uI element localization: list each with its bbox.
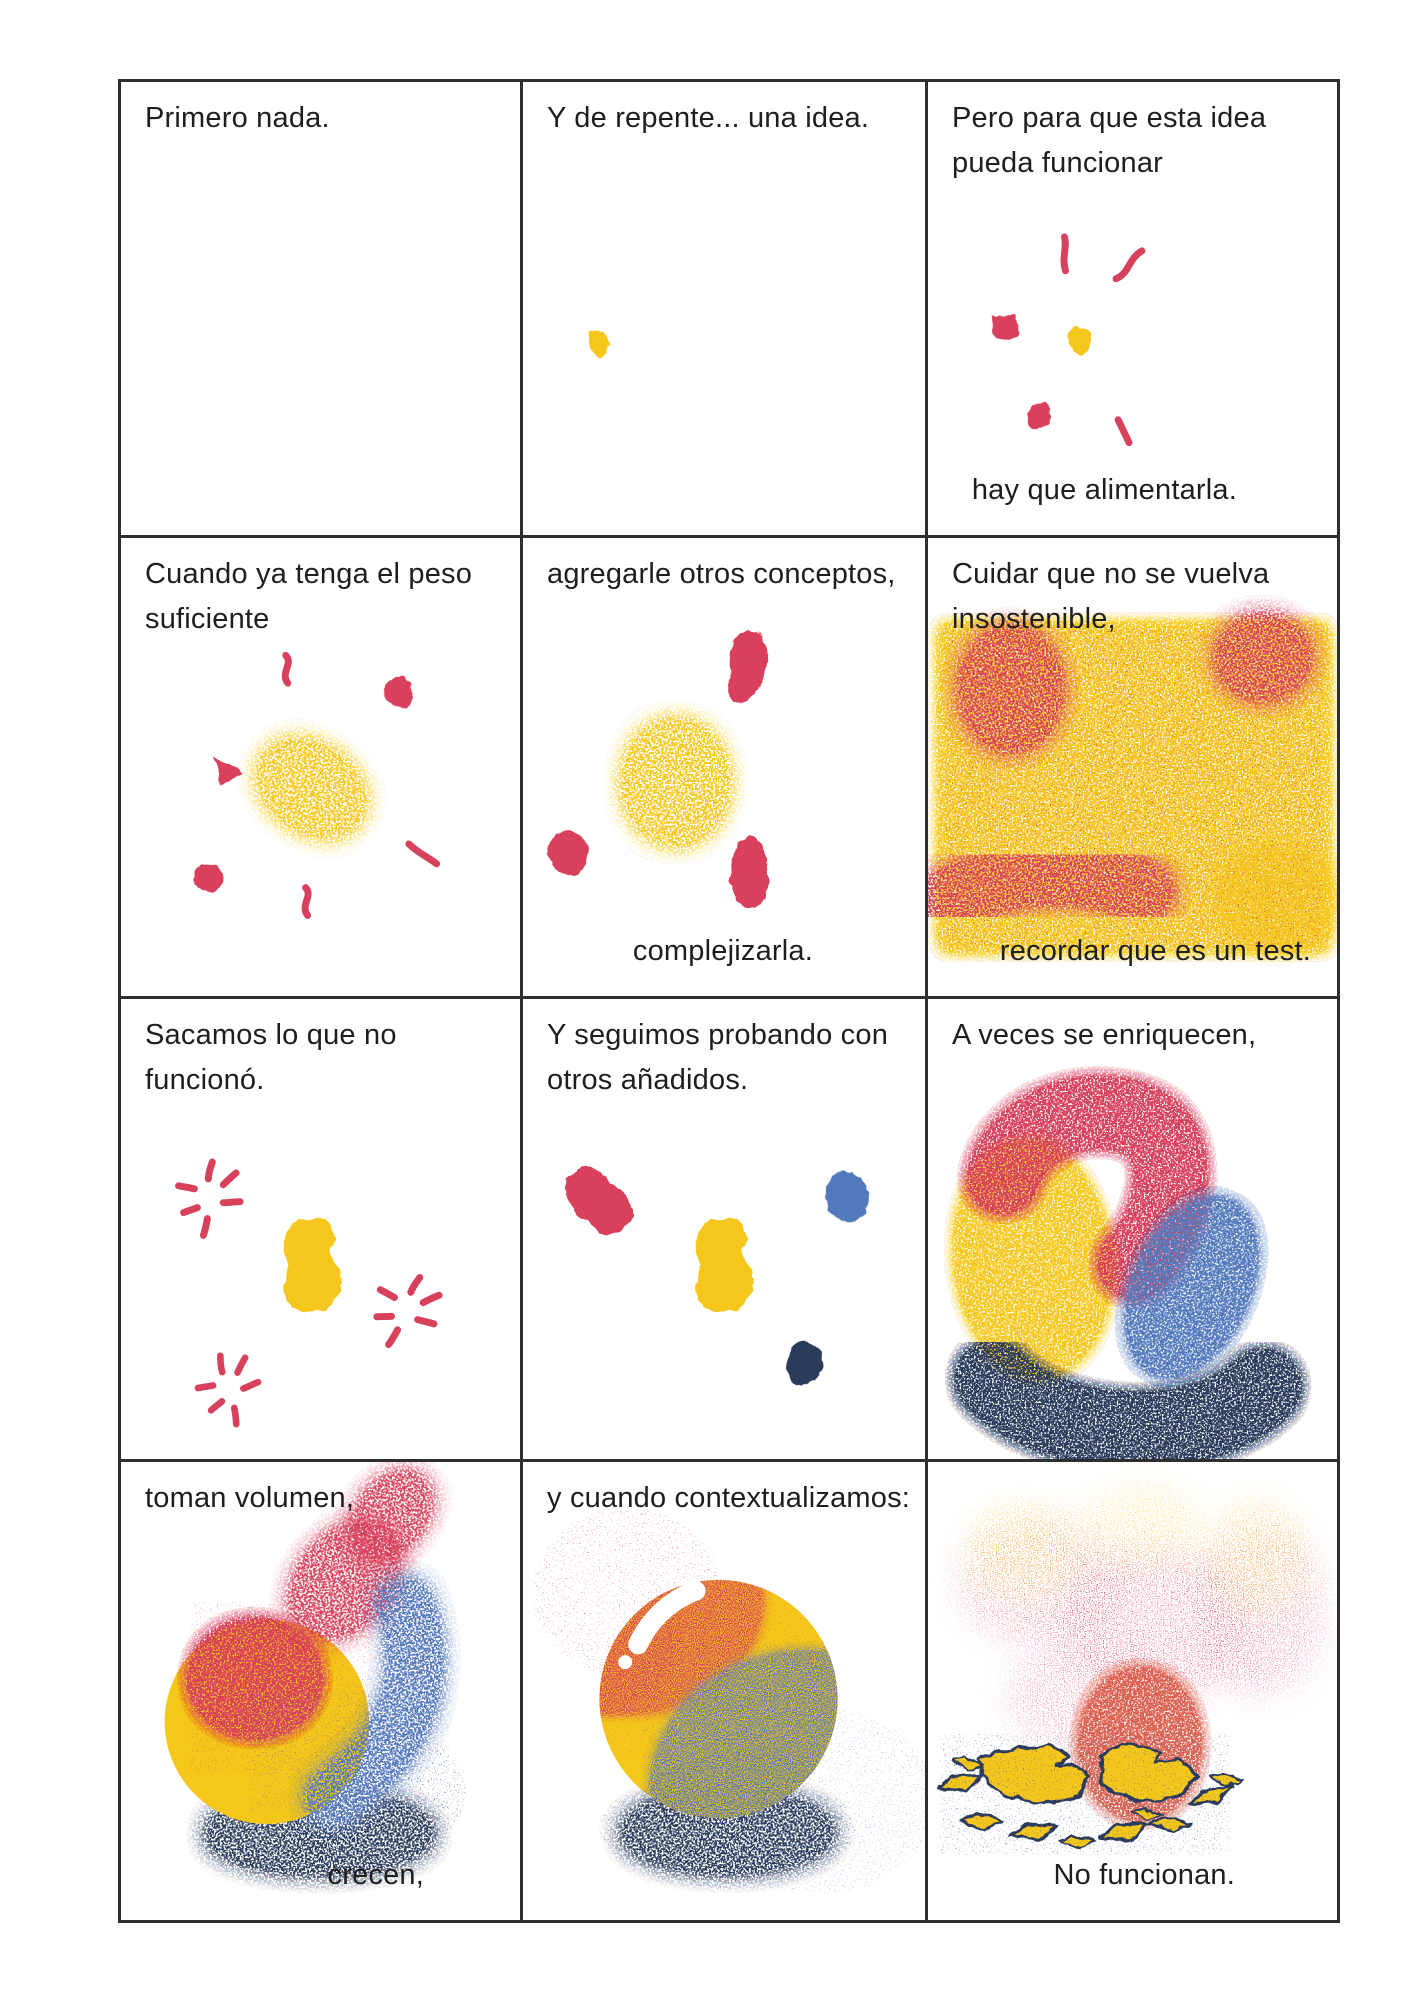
panel-10-caption: toman volumen, [145, 1482, 355, 1514]
panel-10: toman volumen, crecen, [121, 1462, 523, 1920]
panel-1: Primero nada. [121, 82, 523, 538]
panel-6: Cuidar que no se vuelva insostenible, re… [928, 538, 1337, 999]
panel-5: agregarle otros conceptos, complejizarla… [523, 538, 928, 999]
panel-2-art yellow-idea-dot-icon [588, 329, 609, 356]
red-oval [1027, 402, 1050, 430]
panel-10-art forming-sphere-icon [164, 1474, 467, 1871]
panel-4-art growing-idea-icon [192, 538, 441, 996]
comic-grid: Primero nada. Y de repente... una idea. … [118, 79, 1340, 1923]
outer-speckle-halo [532, 1508, 925, 1896]
panel-12-art shattered-idea-icon [934, 1486, 1322, 1854]
panel-4: Cuando ya tenga el peso suficiente [121, 538, 523, 999]
panel-12-footer: No funcionan. [1053, 1859, 1235, 1891]
panel-9-art enriched-cluster-icon [960, 1082, 1295, 1459]
dense-overspray [928, 617, 1332, 946]
panel-3: Pero para que esta idea pueda funcionar … [928, 82, 1337, 538]
panel-4-caption: Cuando ya tenga el peso suficiente [145, 558, 473, 635]
panel-12: No funcionan. [928, 1462, 1337, 1920]
panel-2: Y de repente... una idea. [523, 82, 928, 538]
panel-9-caption: A veces se enriquecen, [952, 1019, 1257, 1051]
yellow-idea-dot [1068, 326, 1093, 355]
panel-7: Sacamos lo que no funcionó. [121, 999, 523, 1462]
panel-6-caption: Cuidar que no se vuelva insostenible, [952, 558, 1270, 635]
panel-11-caption: y cuando contextualizamos: [547, 1482, 911, 1514]
panel-3-caption: Pero para que esta idea pueda funcionar [952, 102, 1267, 179]
panel-3-art feeding-marks-icon [991, 233, 1146, 447]
blue-blob [825, 1170, 868, 1222]
panel-10-footer: crecen, [327, 1859, 424, 1891]
navy-blob [784, 1342, 823, 1385]
red-triangle [214, 756, 246, 785]
red-oval [384, 676, 414, 710]
panel-11: y cuando contextualizamos: [523, 1462, 928, 1920]
red-blob [192, 864, 224, 892]
yellow-spray-blob [261, 743, 362, 834]
red-feed-strokes [285, 655, 441, 915]
panel-1-caption: Primero nada. [145, 102, 330, 134]
yellow-spray-blob [626, 722, 726, 842]
panel-2-caption: Y de repente... una idea. [547, 102, 870, 134]
red-poof-mark [365, 1267, 446, 1356]
navy-speckle-overlay [940, 1734, 1230, 1854]
red-round-blob [548, 831, 589, 875]
panel-11-art glossy-ball-icon [532, 1508, 925, 1896]
panel-5-footer: complejizarla. [632, 935, 813, 967]
panel-3-footer: hay que alimentarla. [971, 474, 1237, 506]
panel-6-art overspray-icon [928, 617, 1332, 946]
yellow-bean-blob [283, 1217, 343, 1313]
panel-6-footer: recordar que es un test. [999, 935, 1311, 967]
red-poof-mark [179, 1162, 241, 1235]
blue-spray [250, 1581, 449, 1821]
red-slug-blob [565, 1167, 633, 1235]
red-poof-mark [190, 1347, 269, 1433]
panel-8: Y seguimos probando con otros añadidos. [523, 999, 928, 1462]
panel-5-art concepts-icon [548, 631, 770, 909]
yellow-bean-blob [695, 1217, 755, 1313]
red-teardrop-blob [730, 834, 770, 909]
red-kidney-blob [727, 631, 769, 703]
gloss-highlight [618, 1580, 706, 1670]
red-feed-strokes [1060, 233, 1146, 447]
layered-spray-cluster [960, 1082, 1295, 1459]
panel-7-caption: Sacamos lo que no funcionó. [145, 1019, 397, 1096]
panel-8-art additions-icon [565, 1167, 868, 1385]
panel-8-caption: Y seguimos probando con otros añadidos. [547, 1019, 889, 1096]
panel-9: A veces se enriquecen, [928, 999, 1337, 1462]
panel-5-caption: agregarle otros conceptos, [547, 558, 896, 590]
red-square [991, 313, 1020, 341]
